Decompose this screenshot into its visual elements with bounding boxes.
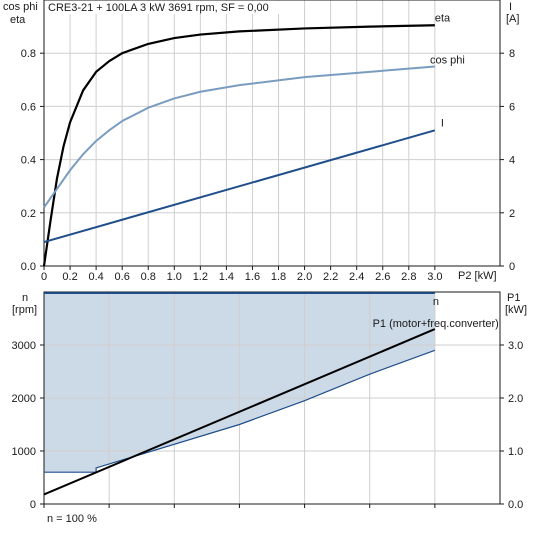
right-axis-unit-amps: [A] xyxy=(506,13,519,25)
x-tick-label: 2.2 xyxy=(323,271,338,283)
left-tick-label: 0.4 xyxy=(21,155,36,167)
right-tick-label: 4 xyxy=(509,155,515,167)
left-tick-label: 0.0 xyxy=(21,261,36,273)
speed-footer: n = 100 % xyxy=(47,513,97,525)
x-tick-label: 0.4 xyxy=(88,271,103,283)
speed-power-chart: n [rpm] P1 [kW] 0 1000 2000 3000 0.0 1.0 2.0 3… xyxy=(12,291,527,525)
bottom-left-tick-label: 3000 xyxy=(12,340,36,352)
series-cos-phi-label: cos phi xyxy=(430,55,465,67)
bottom-right-ticks: 0.0 1.0 2.0 3.0 xyxy=(500,340,523,511)
x-tick-label: 0.2 xyxy=(62,271,77,283)
series-eta-line xyxy=(42,24,435,267)
left-axis-label-n: n xyxy=(22,292,28,304)
bottom-left-tick-label: 0 xyxy=(30,499,36,511)
x-tick-label: 1.0 xyxy=(167,271,182,283)
bottom-left-tick-label: 2000 xyxy=(12,393,36,405)
chart-title: CRE3-21 + 100LA 3 kW 3691 rpm, SF = 0,00 xyxy=(48,2,269,14)
series-i-label: I xyxy=(441,117,444,129)
right-axis-unit-kw: [kW] xyxy=(505,304,527,316)
x-tick-label: 0.6 xyxy=(115,271,130,283)
x-axis-label: P2 [kW] xyxy=(458,270,497,282)
bottom-left-ticks: 0 1000 2000 3000 xyxy=(12,340,44,511)
top-series: eta cos phi I xyxy=(42,12,465,267)
right-tick-label: 2 xyxy=(509,208,515,220)
series-p1-line xyxy=(43,328,436,496)
right-tick-label: 6 xyxy=(509,101,515,113)
left-axis-unit-rpm: [rpm] xyxy=(12,304,37,316)
x-tick-label: 2.8 xyxy=(401,271,416,283)
x-tick-label: 2.0 xyxy=(297,271,312,283)
left-tick-label: 0.2 xyxy=(21,208,36,220)
series-p1-label: P1 (motor+freq.converter) xyxy=(373,318,499,330)
bottom-right-tick-label: 0.0 xyxy=(508,499,523,511)
x-tick-label: 1.8 xyxy=(271,271,286,283)
motor-curves-chart: CRE3-21 + 100LA 3 kW 3691 rpm, SF = 0,00… xyxy=(3,0,519,283)
x-tick-label: 3.0 xyxy=(427,271,442,283)
right-tick-label: 0 xyxy=(509,261,515,273)
x-tick-label: 2.4 xyxy=(349,271,364,283)
bottom-x-ticks xyxy=(43,504,436,508)
left-axis-label-cosphi: cos phi xyxy=(3,1,38,13)
bottom-left-tick-label: 1000 xyxy=(12,446,36,458)
right-axis-label-p1: P1 xyxy=(507,292,520,304)
x-tick-label: 1.4 xyxy=(219,271,234,283)
right-tick-label: 8 xyxy=(509,48,515,60)
bottom-right-tick-label: 3.0 xyxy=(508,340,523,352)
series-eta-label: eta xyxy=(435,12,451,24)
bottom-series: n P1 (motor+freq.converter) xyxy=(43,292,499,496)
series-i-line xyxy=(43,129,436,244)
x-tick-label: 0 xyxy=(41,271,47,283)
left-tick-label: 0.8 xyxy=(21,48,36,60)
left-tick-label: 0.6 xyxy=(21,101,36,113)
bottom-right-tick-label: 1.0 xyxy=(508,446,523,458)
x-tick-label: 1.2 xyxy=(193,271,208,283)
right-axis-label-current: I xyxy=(509,1,512,13)
left-axis-label-eta: eta xyxy=(10,14,26,26)
x-tick-label: 0.8 xyxy=(141,271,156,283)
x-tick-label: 1.6 xyxy=(245,271,260,283)
series-n-label: n xyxy=(433,296,439,308)
x-tick-label: 2.6 xyxy=(375,271,390,283)
top-plot-frame xyxy=(43,0,501,267)
top-grid xyxy=(43,0,500,267)
title-box xyxy=(45,1,300,14)
series-cos-phi-line xyxy=(43,65,435,209)
top-x-ticks: 0 0.2 0.4 0.6 0.8 1.0 1.2 1.4 1.6 1.8 2.0 2.2 2.4 2.6… xyxy=(41,266,443,283)
top-left-ticks: 0.0 0.2 0.4 0.6 0.8 xyxy=(21,48,44,273)
bottom-right-tick-label: 2.0 xyxy=(508,393,523,405)
top-right-ticks: 0 2 4 6 8 xyxy=(500,48,515,273)
